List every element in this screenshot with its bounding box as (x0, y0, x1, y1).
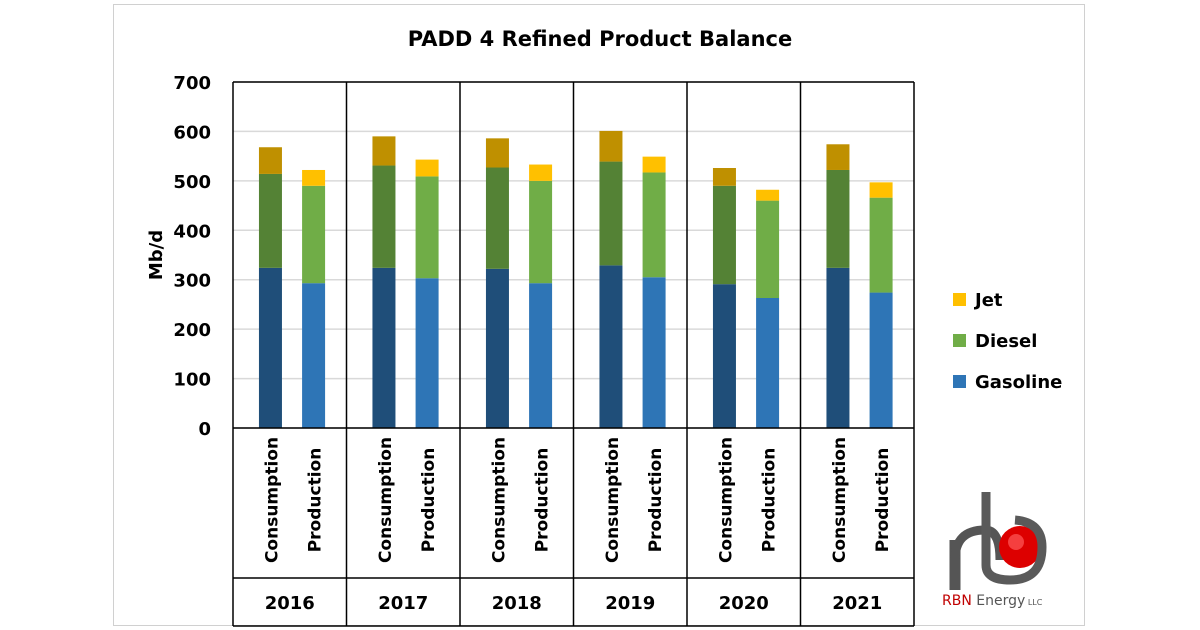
legend-swatch-diesel (953, 334, 966, 347)
bar-diesel-production-2016 (302, 185, 326, 284)
y-tick-label: 300 (173, 271, 211, 292)
bar-jet-production-2017 (415, 159, 439, 177)
y-tick-label: 100 (173, 370, 211, 391)
bar-jet-consumption-2017 (372, 136, 396, 166)
legend-swatch-jet (953, 293, 966, 306)
y-tick-label: 0 (198, 419, 211, 440)
bar-jet-consumption-2020 (712, 168, 736, 186)
bar-jet-production-2016 (302, 169, 326, 186)
category-label: Consumption (262, 437, 282, 563)
y-tick-label: 700 (173, 73, 211, 94)
bar-jet-production-2021 (869, 182, 893, 198)
bar-diesel-consumption-2018 (485, 167, 509, 269)
year-label: 2021 (832, 593, 882, 614)
bar-gasoline-production-2019 (642, 277, 666, 428)
bar-diesel-consumption-2020 (712, 185, 736, 285)
category-label: Production (306, 448, 326, 553)
bar-jet-consumption-2018 (485, 138, 509, 168)
svg-text:RBN Energy LLC: RBN Energy LLC (942, 593, 1043, 609)
bar-gasoline-consumption-2018 (485, 268, 509, 428)
category-label: Production (419, 448, 439, 553)
y-axis-label: Mb/d (146, 230, 167, 280)
bar-gasoline-production-2021 (869, 292, 893, 428)
bar-gasoline-consumption-2020 (712, 284, 736, 428)
rbn-logo: RBN Energy LLC (942, 492, 1047, 609)
category-label: Consumption (376, 437, 396, 563)
bar-diesel-consumption-2016 (258, 173, 282, 268)
bar-gasoline-consumption-2019 (599, 265, 623, 428)
category-label: Consumption (489, 437, 509, 563)
bar-diesel-production-2020 (756, 200, 780, 299)
year-label: 2019 (605, 593, 655, 614)
bar-jet-production-2019 (642, 156, 666, 173)
y-tick-label: 600 (173, 122, 211, 143)
bar-jet-consumption-2016 (258, 147, 282, 174)
y-tick-label: 400 (173, 221, 211, 242)
bar-gasoline-production-2020 (756, 298, 780, 428)
chart-title: PADD 4 Refined Product Balance (408, 27, 792, 51)
year-label: 2020 (719, 593, 769, 614)
bar-jet-consumption-2021 (826, 144, 850, 170)
legend-label-diesel: Diesel (975, 331, 1037, 352)
year-label: 2017 (378, 593, 428, 614)
category-label: Consumption (603, 437, 623, 563)
bar-gasoline-consumption-2021 (826, 267, 850, 428)
legend: Jet Diesel Gasoline (953, 290, 1062, 393)
category-label: Consumption (716, 437, 736, 563)
bar-jet-consumption-2019 (599, 130, 623, 162)
bar-diesel-consumption-2021 (826, 169, 850, 268)
bar-gasoline-production-2017 (415, 278, 439, 428)
bar-diesel-production-2019 (642, 172, 666, 278)
category-label: Production (646, 448, 666, 553)
bar-gasoline-production-2016 (302, 283, 326, 428)
bar-diesel-consumption-2019 (599, 161, 623, 266)
bar-diesel-production-2017 (415, 176, 439, 279)
bar-diesel-production-2021 (869, 197, 893, 293)
legend-label-jet: Jet (973, 290, 1003, 311)
category-label: Consumption (830, 437, 850, 563)
bar-diesel-consumption-2017 (372, 165, 396, 268)
category-label: Production (760, 448, 780, 553)
legend-label-gasoline: Gasoline (975, 372, 1062, 393)
bar-diesel-production-2018 (529, 180, 553, 284)
bar-gasoline-production-2018 (529, 283, 553, 428)
category-label: Production (533, 448, 553, 553)
bar-jet-production-2018 (529, 164, 553, 181)
year-label: 2018 (492, 593, 542, 614)
year-label: 2016 (265, 593, 315, 614)
y-tick-label: 500 (173, 172, 211, 193)
category-label: Production (873, 448, 893, 553)
legend-swatch-gasoline (953, 375, 966, 388)
bar-jet-production-2020 (756, 189, 780, 201)
bar-gasoline-consumption-2017 (372, 267, 396, 428)
y-tick-label: 200 (173, 320, 211, 341)
bar-gasoline-consumption-2016 (258, 267, 282, 428)
